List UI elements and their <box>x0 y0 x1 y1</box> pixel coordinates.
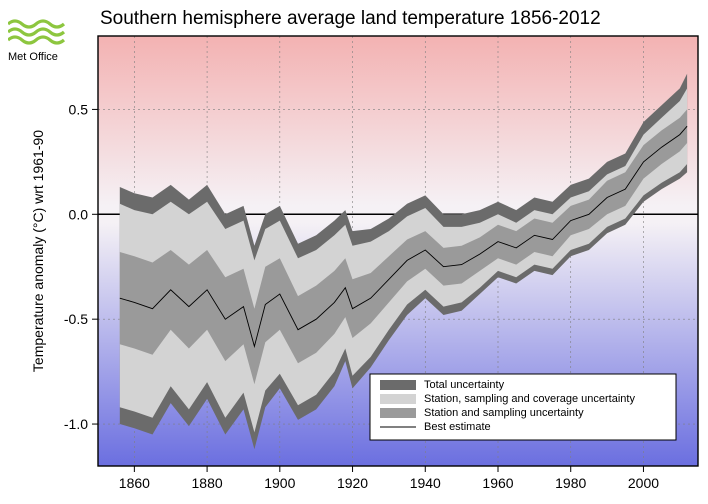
legend-swatch <box>380 380 416 390</box>
x-tick-label: 1880 <box>192 475 223 491</box>
y-tick-label: -1.0 <box>64 416 88 432</box>
x-tick-label: 2000 <box>628 475 659 491</box>
y-axis-label: Temperature anomaly (°C) wrt 1961-90 <box>30 130 46 372</box>
legend-label: Best estimate <box>424 421 491 433</box>
x-tick-label: 1920 <box>337 475 368 491</box>
x-tick-label: 1900 <box>264 475 295 491</box>
legend-label: Station and sampling uncertainty <box>424 407 584 419</box>
x-tick-label: 1980 <box>555 475 586 491</box>
chart-title: Southern hemisphere average land tempera… <box>100 8 601 29</box>
legend-label: Total uncertainty <box>424 379 505 391</box>
y-tick-label: 0.5 <box>69 101 89 117</box>
temperature-chart: 1860 1880 1900 1920 1940 1960 1980 2000 -1.0 -0.5… <box>0 0 708 504</box>
y-tick-label: 0.0 <box>69 206 89 222</box>
legend-label: Station, sampling and coverage uncertain… <box>424 393 635 405</box>
x-tick-label: 1940 <box>410 475 441 491</box>
x-tick-label: 1860 <box>119 475 150 491</box>
legend-swatch <box>380 408 416 418</box>
legend-swatch <box>380 394 416 404</box>
y-tick-label: -0.5 <box>64 311 88 327</box>
x-tick-label: 1960 <box>482 475 513 491</box>
